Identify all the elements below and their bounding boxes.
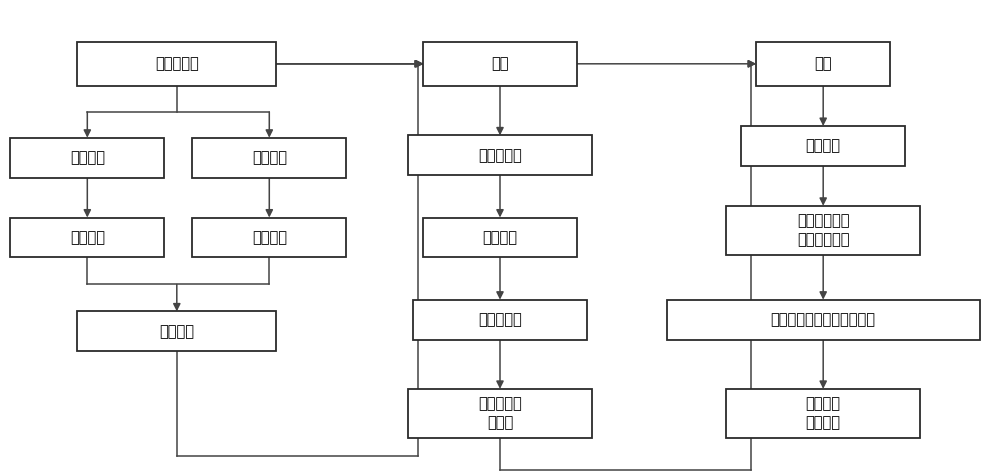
FancyBboxPatch shape [667,300,980,340]
FancyBboxPatch shape [413,300,587,340]
FancyBboxPatch shape [423,218,577,257]
Text: 组件装配体: 组件装配体 [478,312,522,327]
Text: 编程: 编程 [814,57,832,71]
FancyBboxPatch shape [726,206,920,255]
Text: 零件建模: 零件建模 [482,230,518,245]
FancyBboxPatch shape [408,389,592,438]
FancyBboxPatch shape [192,138,346,178]
Text: 学习图纸: 学习图纸 [70,230,105,245]
Text: 装配体拼装
成整体: 装配体拼装 成整体 [478,397,522,431]
FancyBboxPatch shape [756,41,890,86]
Text: 汇总资料: 汇总资料 [159,324,194,339]
Text: 添加逻辑关系
添加约束关系: 添加逻辑关系 添加约束关系 [797,213,849,247]
FancyBboxPatch shape [10,138,164,178]
Text: 观察实物: 观察实物 [252,150,287,165]
Text: 建模: 建模 [491,57,509,71]
Text: 按照标准检修步骤制作动画: 按照标准检修步骤制作动画 [771,312,876,327]
Text: 模型导入: 模型导入 [806,138,841,153]
FancyBboxPatch shape [77,41,276,86]
Text: 按结构分类: 按结构分类 [478,148,522,163]
Text: 尺寸测量: 尺寸测量 [252,230,287,245]
Text: 建模前准备: 建模前准备 [155,57,199,71]
Text: 虚拟拆装
虚拟检修: 虚拟拆装 虚拟检修 [806,397,841,431]
FancyBboxPatch shape [726,389,920,438]
Text: 收集图纸: 收集图纸 [70,150,105,165]
FancyBboxPatch shape [192,218,346,257]
FancyBboxPatch shape [77,312,276,352]
FancyBboxPatch shape [10,218,164,257]
FancyBboxPatch shape [423,41,577,86]
FancyBboxPatch shape [408,135,592,175]
FancyBboxPatch shape [741,126,905,166]
